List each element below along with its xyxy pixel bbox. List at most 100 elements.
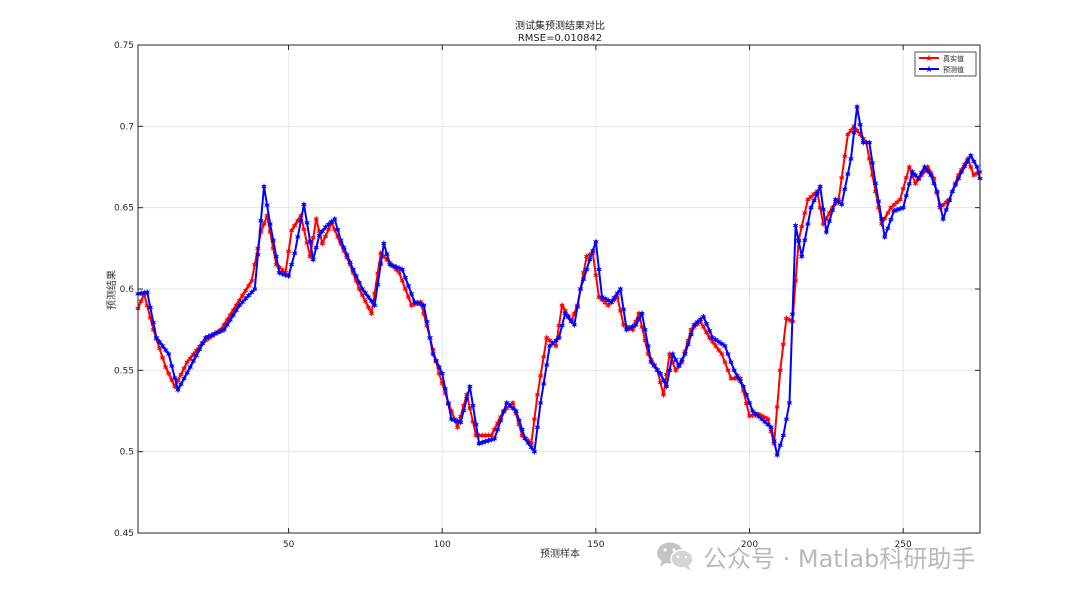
data-point <box>872 188 879 195</box>
data-point <box>251 261 258 268</box>
data-point <box>405 282 412 290</box>
data-point <box>722 358 728 366</box>
data-point <box>356 285 363 293</box>
data-point <box>635 310 642 317</box>
data-point <box>230 306 237 314</box>
data-point <box>589 247 596 255</box>
watermark: 公众号 · Matlab科研助手 <box>655 538 975 574</box>
data-point <box>270 236 277 244</box>
data-point <box>426 334 433 342</box>
data-point <box>620 321 627 329</box>
data-point <box>795 237 802 245</box>
series-predicted <box>135 103 983 459</box>
data-point <box>144 288 151 296</box>
data-point <box>804 220 811 228</box>
data-point <box>571 321 578 329</box>
data-point <box>162 363 169 371</box>
data-point <box>663 371 670 378</box>
data-point <box>451 416 458 424</box>
data-point <box>580 269 587 277</box>
data-point <box>466 404 473 412</box>
data-point <box>562 310 569 317</box>
x-tick-label: 200 <box>741 540 758 550</box>
chart-title: 测试集预测结果对比 <box>515 19 605 32</box>
data-point <box>967 152 974 160</box>
data-point <box>832 196 839 203</box>
data-point <box>353 277 360 285</box>
data-point <box>718 340 725 348</box>
data-point <box>847 155 854 163</box>
data-point <box>814 190 821 197</box>
data-point <box>642 326 648 334</box>
data-point <box>334 226 341 234</box>
data-point <box>844 170 851 178</box>
data-point <box>952 181 959 189</box>
data-point <box>414 299 421 307</box>
data-point <box>304 239 310 247</box>
data-point <box>147 314 154 322</box>
data-point <box>617 307 624 315</box>
data-point <box>583 266 590 273</box>
data-point <box>774 451 781 459</box>
data-point <box>267 220 274 228</box>
data-point <box>685 337 692 344</box>
data-point <box>660 391 667 399</box>
data-point <box>675 362 682 369</box>
data-point <box>906 163 913 171</box>
data-point <box>396 269 403 277</box>
data-point <box>574 303 581 311</box>
data-point <box>586 251 593 259</box>
data-point <box>602 295 609 303</box>
y-tick-label: 0.55 <box>114 366 134 376</box>
data-point <box>436 370 443 377</box>
data-point <box>193 351 200 359</box>
data-point <box>669 358 676 366</box>
data-point <box>620 305 627 313</box>
data-point <box>439 370 446 377</box>
data-point <box>718 350 725 358</box>
data-point <box>138 297 145 305</box>
data-point <box>737 377 744 385</box>
legend: ★ 真实值 ★ 预测值 <box>914 51 977 77</box>
data-point <box>276 269 283 277</box>
data-point <box>602 299 609 306</box>
data-point <box>958 168 965 176</box>
data-point <box>875 204 882 212</box>
data-point <box>666 350 673 358</box>
data-point <box>691 321 698 329</box>
data-point <box>479 439 486 446</box>
data-point <box>288 227 295 234</box>
data-point <box>245 282 252 290</box>
data-point <box>479 432 486 439</box>
data-point <box>402 285 409 293</box>
data-point <box>162 346 169 354</box>
data-point <box>731 375 738 382</box>
y-tick-label: 0.65 <box>114 204 134 214</box>
data-point <box>832 200 839 207</box>
data-point <box>430 350 436 358</box>
data-point <box>307 253 314 260</box>
data-point <box>565 313 572 321</box>
data-point <box>688 326 695 334</box>
data-point <box>374 281 381 289</box>
data-point <box>285 272 292 280</box>
data-point <box>519 426 526 433</box>
data-point <box>940 201 947 209</box>
data-point <box>583 253 590 260</box>
data-point <box>678 356 685 364</box>
data-point <box>700 323 707 331</box>
data-point <box>878 215 885 223</box>
data-point <box>184 358 191 366</box>
data-point <box>915 174 922 182</box>
chart-subtitle: RMSE=0.010842 <box>518 33 602 44</box>
data-point <box>224 316 231 324</box>
data-point <box>494 426 501 434</box>
wechat-icon <box>657 542 694 571</box>
data-point <box>851 129 857 137</box>
legend-star-pred: ★ <box>925 65 933 75</box>
data-point <box>897 196 904 203</box>
data-point <box>494 419 501 427</box>
data-point <box>159 354 166 362</box>
data-point <box>866 139 873 146</box>
data-point <box>534 423 541 431</box>
